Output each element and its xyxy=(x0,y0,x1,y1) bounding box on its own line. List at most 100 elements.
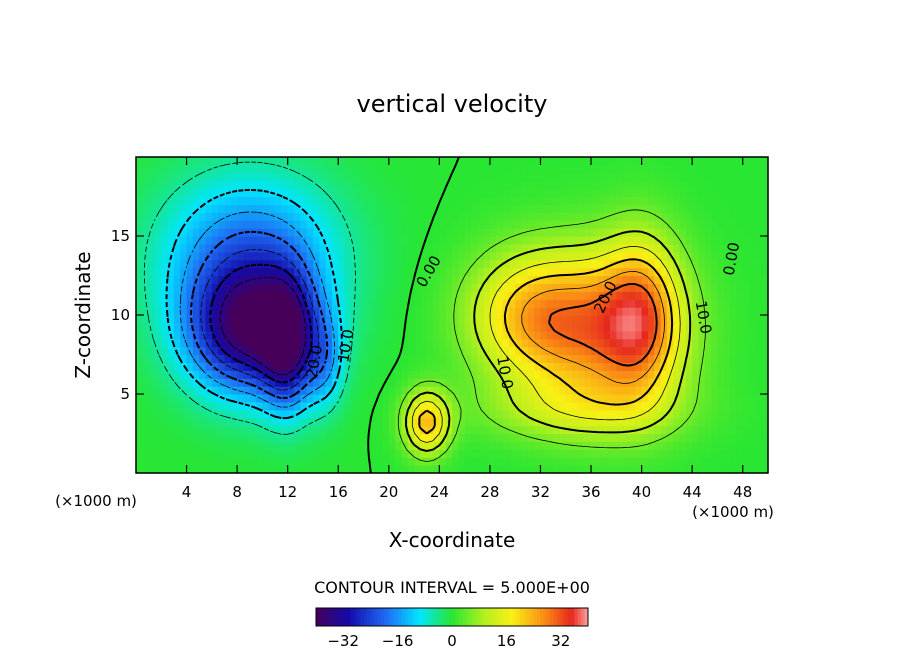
heatmap-cell xyxy=(376,259,384,269)
heatmap-cell xyxy=(211,236,219,245)
heatmap-cell xyxy=(382,172,390,182)
heatmap-cell xyxy=(357,386,365,395)
heatmap-cell xyxy=(173,417,181,427)
colorbar-segment xyxy=(380,608,385,626)
heatmap-cell xyxy=(572,172,579,182)
heatmap-cell xyxy=(666,259,674,269)
heatmap-cell xyxy=(502,417,510,427)
heatmap-cell xyxy=(673,228,681,237)
heatmap-cell xyxy=(426,267,434,277)
heatmap-cell xyxy=(616,394,624,403)
heatmap-cell xyxy=(325,157,333,166)
heatmap-cell xyxy=(167,401,175,411)
heatmap-cell xyxy=(173,354,181,363)
heatmap-cell xyxy=(749,157,756,166)
heatmap-cell xyxy=(464,283,472,292)
heatmap-cell xyxy=(717,259,725,269)
colorbar-segment xyxy=(571,608,575,626)
heatmap-cell xyxy=(218,401,226,411)
heatmap-cell xyxy=(433,354,440,363)
heatmap-cell xyxy=(483,267,491,277)
heatmap-cell xyxy=(692,259,700,269)
heatmap-cell xyxy=(414,283,421,292)
heatmap-cell xyxy=(180,251,188,261)
heatmap-cell xyxy=(736,346,744,356)
heatmap-cell xyxy=(597,315,605,324)
heatmap-cell xyxy=(319,433,327,442)
heatmap-cell xyxy=(357,362,365,371)
heatmap-cell xyxy=(622,401,630,411)
heatmap-cell xyxy=(142,220,150,229)
heatmap-cell xyxy=(591,188,598,198)
heatmap-cell xyxy=(357,433,365,442)
heatmap-cell xyxy=(199,401,207,411)
heatmap-cell xyxy=(508,370,516,379)
heatmap-cell xyxy=(723,228,731,237)
heatmap-cell xyxy=(698,275,706,284)
heatmap-cell xyxy=(730,299,737,308)
heatmap-cell xyxy=(647,164,655,174)
heatmap-cell xyxy=(496,188,504,198)
heatmap-cell xyxy=(553,425,561,435)
heatmap-cell xyxy=(256,299,263,308)
heatmap-cell xyxy=(666,449,674,458)
heatmap-cell xyxy=(470,465,478,474)
heatmap-cell xyxy=(477,243,485,253)
heatmap-cell xyxy=(717,394,725,403)
heatmap-cell xyxy=(243,465,251,474)
heatmap-cell xyxy=(148,401,156,411)
heatmap-cell xyxy=(717,362,725,371)
heatmap-cell xyxy=(407,243,415,253)
heatmap-cell xyxy=(331,354,339,363)
heatmap-cell xyxy=(275,259,282,269)
heatmap-cell xyxy=(647,212,655,221)
heatmap-cell xyxy=(704,338,712,348)
heatmap-cell xyxy=(761,338,769,348)
heatmap-cell xyxy=(723,172,731,182)
heatmap-cell xyxy=(414,330,421,340)
heatmap-cell xyxy=(357,417,365,427)
heatmap-cell xyxy=(401,204,409,213)
heatmap-cell xyxy=(534,243,542,253)
heatmap-cell xyxy=(262,330,270,340)
heatmap-cell xyxy=(420,362,428,371)
heatmap-cell xyxy=(578,188,586,198)
heatmap-cell xyxy=(749,465,756,474)
heatmap-cell xyxy=(610,465,617,474)
heatmap-cell xyxy=(306,259,314,269)
colorbar-segment xyxy=(445,608,449,626)
heatmap-cell xyxy=(622,417,630,427)
heatmap-cell xyxy=(559,291,567,300)
heatmap-cell xyxy=(679,172,687,182)
heatmap-cell xyxy=(407,465,415,474)
heatmap-cell xyxy=(477,172,485,182)
heatmap-cell xyxy=(382,267,390,277)
heatmap-cell xyxy=(452,346,459,356)
heatmap-cell xyxy=(414,378,421,387)
heatmap-cell xyxy=(489,433,497,442)
heatmap-cell xyxy=(452,441,459,450)
heatmap-cell xyxy=(521,172,529,182)
heatmap-cell xyxy=(376,315,384,324)
heatmap-cell xyxy=(515,425,523,435)
heatmap-cell xyxy=(420,370,428,379)
heatmap-cell xyxy=(445,433,453,442)
heatmap-cell xyxy=(660,354,668,363)
heatmap-cell xyxy=(287,299,295,308)
heatmap-cell xyxy=(256,188,263,198)
heatmap-cell xyxy=(736,441,744,450)
heatmap-cell xyxy=(584,164,592,174)
heatmap-cell xyxy=(534,267,542,277)
heatmap-cell xyxy=(711,196,719,205)
heatmap-cell xyxy=(287,354,295,363)
heatmap-cell xyxy=(414,425,421,435)
heatmap-cell xyxy=(268,291,276,300)
heatmap-cell xyxy=(742,275,750,284)
heatmap-cell xyxy=(559,164,567,174)
heatmap-cell xyxy=(717,172,725,182)
heatmap-cell xyxy=(723,386,731,395)
heatmap-cell xyxy=(350,243,358,253)
heatmap-cell xyxy=(559,251,567,261)
heatmap-cell xyxy=(559,370,567,379)
heatmap-cell xyxy=(262,157,270,166)
